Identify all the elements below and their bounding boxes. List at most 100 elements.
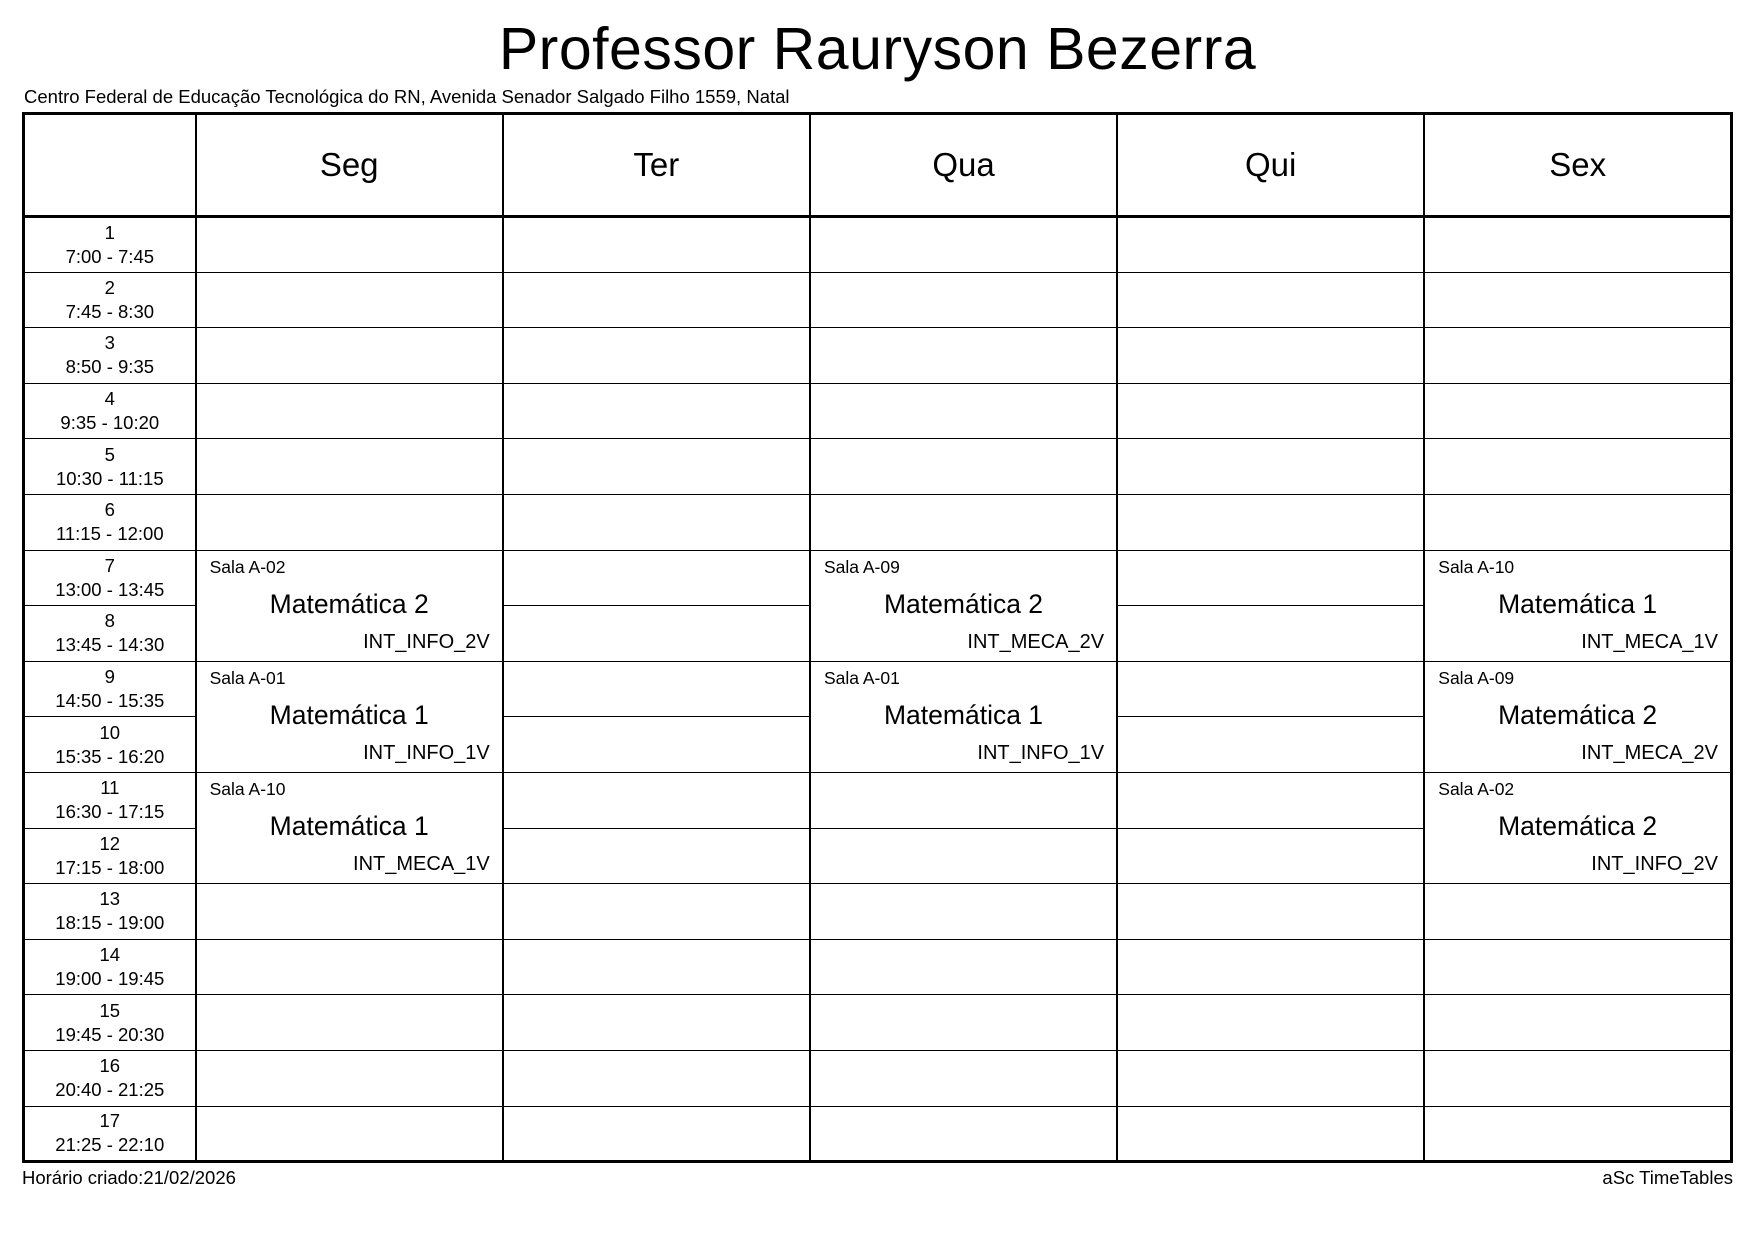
- empty-cell: [1423, 493, 1733, 551]
- empty-cell: [501, 271, 811, 329]
- class-subject: Matemática 2: [269, 588, 429, 619]
- class-room: Sala A-02: [209, 556, 286, 577]
- period-cell: 7 13:00 - 13:45: [22, 549, 197, 607]
- period-row: 8 13:45 - 14:30: [22, 605, 1732, 662]
- class-group: INT_INFO_2V: [363, 630, 490, 653]
- empty-cell: [1423, 216, 1733, 273]
- period-number: 9: [104, 666, 115, 688]
- period-time: 7:00 - 7:45: [65, 245, 155, 267]
- period-number: 12: [99, 832, 121, 854]
- period-number: 14: [99, 944, 121, 966]
- period-time: 13:45 - 14:30: [55, 634, 165, 656]
- class-room: Sala A-09: [1438, 667, 1515, 688]
- empty-cell: [808, 827, 1119, 885]
- period-number: 5: [104, 443, 115, 465]
- class-group: INT_INFO_1V: [977, 741, 1105, 764]
- empty-cell: [194, 382, 504, 440]
- empty-cell: [1116, 716, 1426, 773]
- period-row: 12 17:15 - 18:00: [22, 827, 1732, 885]
- footer: Horário criado:21/02/2026 aSc TimeTables: [22, 1167, 1733, 1188]
- period-row: 4 9:35 - 10:20: [22, 382, 1733, 440]
- empty-cell: [194, 327, 504, 384]
- class-cell-content: Sala A-09 Matemática 2 INT_MECA_2V: [811, 551, 1116, 661]
- period-time: 17:15 - 18:00: [55, 856, 165, 878]
- period-number: 11: [100, 777, 120, 799]
- empty-cell: [808, 994, 1119, 1051]
- empty-cell: [501, 660, 811, 718]
- period-row: 11 16:30 - 17:15 Sala A-10 Matemática 1 INT_…: [22, 771, 1733, 885]
- class-subject: Matemática 2: [1498, 810, 1658, 841]
- period-time: 9:35 - 10:20: [60, 412, 160, 434]
- class-cell: Sala A-09 Matemática 2 INT_MECA_2V: [808, 549, 1119, 662]
- empty-cell: [501, 493, 811, 551]
- empty-cell: [194, 438, 504, 495]
- empty-cell: [501, 994, 811, 1051]
- period-number: 2: [104, 276, 115, 298]
- period-number: 6: [104, 499, 115, 521]
- empty-cell: [1423, 271, 1733, 329]
- period-row: 14 19:00 - 19:45: [22, 938, 1733, 996]
- empty-cell: [194, 1049, 504, 1107]
- class-room: Sala A-10: [209, 778, 286, 799]
- day-header-qui: Qui: [1116, 113, 1426, 218]
- class-group: INT_MECA_2V: [1581, 741, 1718, 764]
- class-group: INT_MECA_1V: [1581, 630, 1718, 653]
- empty-cell: [501, 716, 811, 773]
- period-time: 15:35 - 16:20: [55, 745, 165, 767]
- empty-cell: [501, 1105, 811, 1163]
- period-number: 15: [99, 999, 121, 1021]
- empty-cell: [501, 771, 811, 829]
- class-room: Sala A-10: [1438, 556, 1515, 577]
- empty-cell: [808, 771, 1119, 829]
- empty-cell: [501, 827, 811, 885]
- empty-cell: [1423, 883, 1733, 940]
- period-time: 21:25 - 22:10: [55, 1134, 165, 1156]
- period-row: 9 14:50 - 15:35 Sala A-01 Matemática 1 INT_I…: [22, 660, 1733, 773]
- empty-cell: [501, 549, 811, 607]
- class-cell-content: Sala A-01 Matemática 1 INT_INFO_1V: [811, 662, 1116, 772]
- empty-cell: [808, 1049, 1119, 1107]
- empty-cell: [1423, 382, 1733, 440]
- empty-cell: [1116, 1049, 1426, 1107]
- period-number: 16: [99, 1055, 121, 1077]
- empty-cell: [1423, 1049, 1733, 1107]
- period-time: 7:45 - 8:30: [65, 300, 155, 322]
- empty-cell: [808, 271, 1119, 329]
- period-cell: 5 10:30 - 11:15: [22, 438, 197, 495]
- page-subtitle: Centro Federal de Educação Tecnológica d…: [24, 86, 790, 107]
- empty-cell: [1116, 216, 1426, 273]
- period-row: 17 21:25 - 22:10: [22, 1105, 1733, 1163]
- period-cell: 1 7:00 - 7:45: [22, 216, 197, 273]
- empty-cell: [194, 493, 504, 551]
- class-cell: Sala A-01 Matemática 1 INT_INFO_1V: [194, 660, 504, 773]
- empty-cell: [194, 216, 504, 273]
- class-cell-content: Sala A-09 Matemática 2 INT_MECA_2V: [1425, 662, 1730, 772]
- empty-cell: [1116, 327, 1426, 384]
- class-subject: Matemática 1: [1498, 588, 1658, 619]
- empty-cell: [1116, 771, 1426, 829]
- period-number: 1: [104, 221, 115, 243]
- class-group: INT_INFO_1V: [363, 741, 490, 764]
- empty-cell: [1116, 493, 1426, 551]
- period-cell: 11 16:30 - 17:15: [22, 771, 197, 829]
- empty-cell: [501, 216, 811, 273]
- period-number: 10: [99, 721, 121, 743]
- empty-cell: [1116, 994, 1426, 1051]
- footer-created-date: Horário criado:21/02/2026: [22, 1167, 236, 1189]
- empty-cell: [808, 883, 1119, 940]
- class-cell-content: Sala A-02 Matemática 2 INT_INFO_2V: [1425, 773, 1730, 883]
- class-room: Sala A-01: [823, 667, 900, 688]
- empty-cell: [1423, 994, 1733, 1051]
- empty-cell: [1116, 883, 1426, 940]
- period-cell: 8 13:45 - 14:30: [22, 605, 197, 662]
- corner-cell: [22, 113, 197, 218]
- period-number: 3: [104, 332, 115, 354]
- empty-cell: [1116, 549, 1426, 607]
- period-number: 13: [99, 888, 121, 910]
- empty-cell: [808, 216, 1119, 273]
- period-time: 19:00 - 19:45: [55, 968, 165, 990]
- class-cell-content: Sala A-10 Matemática 1 INT_MECA_1V: [197, 773, 502, 883]
- class-room: Sala A-02: [1438, 778, 1515, 799]
- period-time: 20:40 - 21:25: [55, 1079, 165, 1101]
